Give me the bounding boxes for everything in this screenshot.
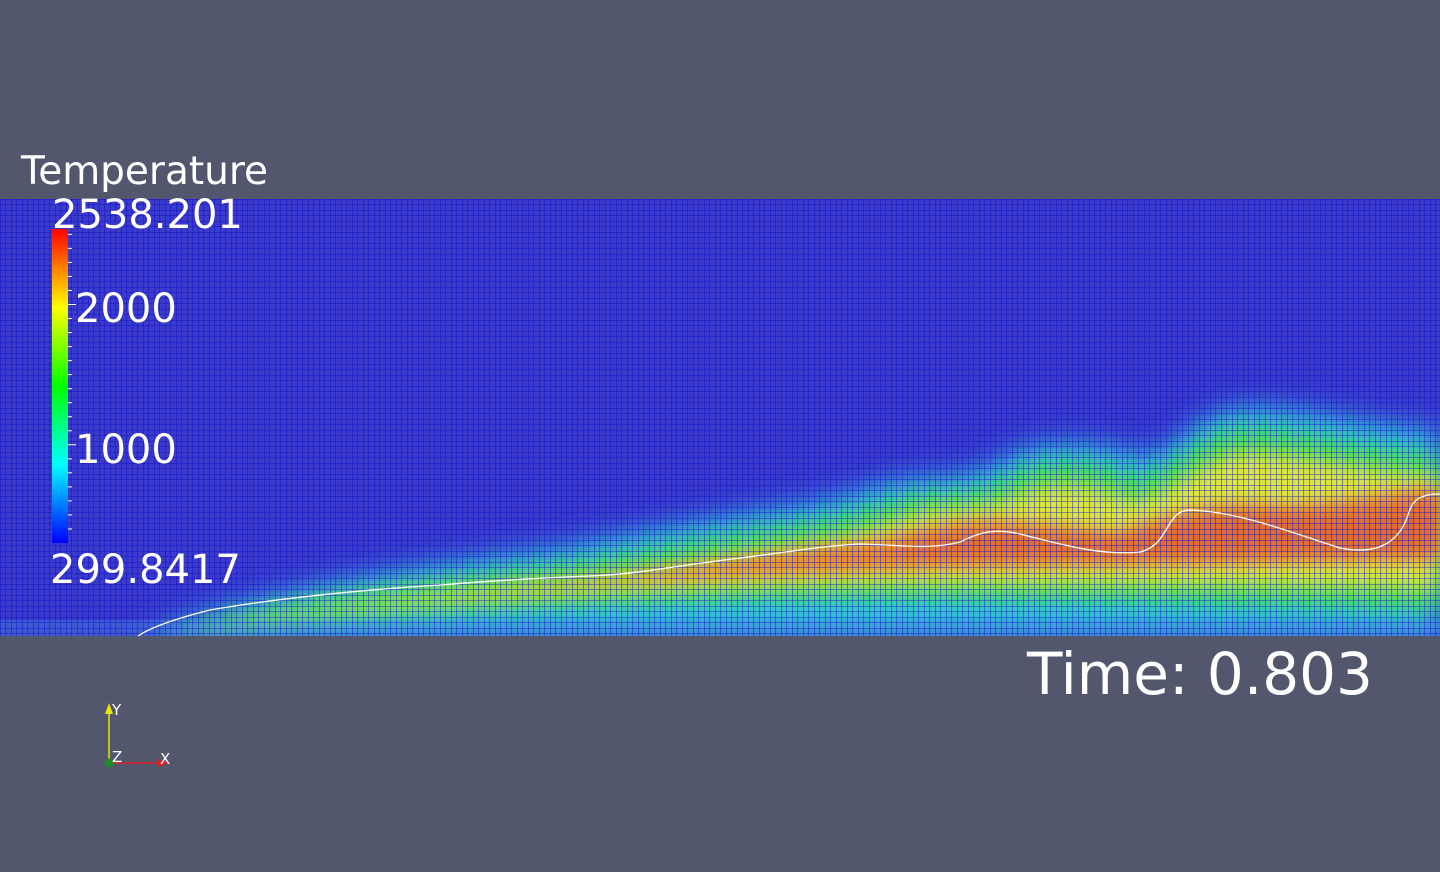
orientation-axes[interactable]: Y Z X: [104, 701, 171, 768]
y-axis-arrow: [105, 703, 113, 714]
legend-tick-1000: 1000: [75, 427, 177, 473]
z-axis-label: Z: [112, 748, 122, 766]
color-bar-ticks: [68, 233, 76, 530]
time-annotation: Time: 0.803: [1027, 640, 1373, 708]
color-bar: [52, 229, 68, 543]
z-axis-origin: [104, 758, 114, 768]
legend-tick-2000: 2000: [75, 286, 177, 332]
legend-max-label: 2538.201: [52, 192, 243, 238]
y-axis-label: Y: [111, 701, 122, 719]
flame-front-contour: [137, 493, 1440, 637]
x-axis-label: X: [160, 750, 170, 768]
legend-min-label: 299.8417: [50, 547, 241, 593]
legend-title: Temperature: [21, 149, 269, 194]
mesh-grid: [0, 199, 1440, 636]
x-axis-arrow: [158, 759, 169, 767]
